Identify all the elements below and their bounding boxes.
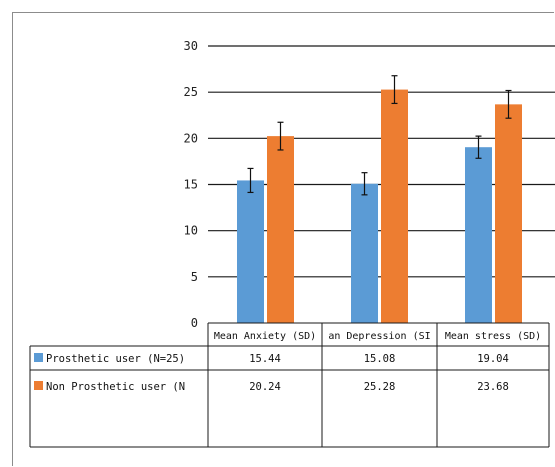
category-label: Mean stress (SD) <box>445 331 541 342</box>
y-tick-label: 30 <box>184 39 198 53</box>
bar <box>381 89 408 324</box>
bar <box>237 180 264 323</box>
y-tick-label: 20 <box>184 131 198 145</box>
bar <box>351 183 378 323</box>
bar <box>495 104 522 323</box>
data-value-label: 15.44 <box>249 353 281 365</box>
legend-swatch <box>34 381 43 390</box>
chart-frame <box>12 12 554 466</box>
data-value-label: 20.24 <box>249 381 281 393</box>
legend-label: Prosthetic user (N=25) <box>46 353 185 365</box>
data-value-label: 25.28 <box>364 381 396 393</box>
y-tick-label: 25 <box>184 85 198 99</box>
category-label: an Depression (SI <box>328 331 430 342</box>
category-label: Mean Anxiety (SD) <box>214 331 316 342</box>
y-tick-label: 0 <box>191 316 198 330</box>
y-tick-label: 10 <box>184 224 198 238</box>
bar <box>465 147 492 323</box>
data-value-label: 19.04 <box>477 353 509 365</box>
data-value-label: 15.08 <box>364 353 396 365</box>
y-tick-label: 15 <box>184 178 198 192</box>
bar <box>267 136 294 323</box>
legend-label: Non Prosthetic user (N <box>46 381 185 393</box>
y-tick-label: 5 <box>191 270 198 284</box>
data-value-label: 23.68 <box>477 381 509 393</box>
legend-swatch <box>34 353 43 362</box>
